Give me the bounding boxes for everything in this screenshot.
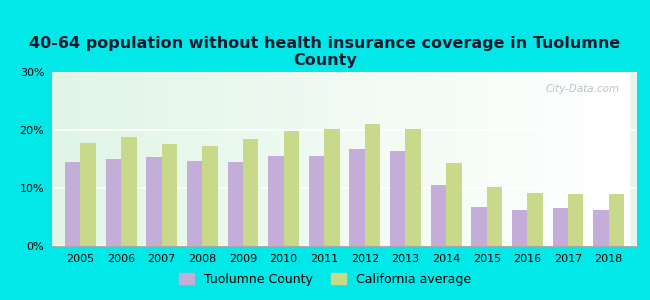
Bar: [283, 131, 299, 246]
Bar: [445, 72, 456, 246]
Bar: [410, 72, 421, 246]
Bar: [608, 194, 624, 246]
Bar: [548, 72, 560, 246]
Bar: [268, 156, 283, 246]
Bar: [110, 72, 121, 246]
Bar: [156, 72, 168, 246]
Bar: [560, 72, 571, 246]
Bar: [259, 72, 271, 246]
Bar: [75, 72, 86, 246]
Bar: [324, 129, 339, 246]
Bar: [568, 194, 584, 246]
Bar: [421, 72, 433, 246]
Bar: [133, 72, 144, 246]
Bar: [365, 124, 380, 246]
Bar: [225, 72, 237, 246]
Bar: [294, 72, 305, 246]
Bar: [527, 193, 543, 246]
Bar: [227, 162, 243, 246]
Bar: [433, 72, 445, 246]
Legend: Tuolumne County, California average: Tuolumne County, California average: [174, 268, 476, 291]
Bar: [594, 72, 606, 246]
Bar: [390, 152, 406, 246]
Bar: [514, 72, 525, 246]
Bar: [309, 155, 324, 246]
Bar: [329, 72, 341, 246]
Bar: [537, 72, 548, 246]
Bar: [105, 159, 121, 246]
Bar: [363, 72, 375, 246]
Bar: [618, 72, 629, 246]
Bar: [606, 72, 618, 246]
Bar: [491, 72, 502, 246]
Bar: [341, 72, 352, 246]
Bar: [121, 72, 133, 246]
Bar: [86, 72, 98, 246]
Bar: [146, 157, 162, 246]
Bar: [168, 72, 179, 246]
Bar: [81, 143, 96, 246]
Bar: [398, 72, 410, 246]
Bar: [271, 72, 283, 246]
Bar: [306, 72, 317, 246]
Bar: [187, 161, 202, 246]
Bar: [121, 137, 136, 246]
Bar: [431, 185, 446, 246]
Bar: [406, 129, 421, 246]
Bar: [144, 72, 156, 246]
Bar: [162, 144, 177, 246]
Bar: [317, 72, 329, 246]
Bar: [512, 210, 527, 246]
Bar: [202, 72, 213, 246]
Bar: [471, 207, 487, 246]
Text: 40-64 population without health insurance coverage in Tuolumne
County: 40-64 population without health insuranc…: [29, 36, 621, 68]
Bar: [446, 163, 462, 246]
Bar: [248, 72, 259, 246]
Bar: [64, 72, 75, 246]
Bar: [487, 187, 502, 246]
Bar: [202, 146, 218, 246]
Bar: [179, 72, 190, 246]
Bar: [65, 162, 81, 246]
Bar: [52, 72, 64, 246]
Bar: [593, 210, 608, 246]
Text: City-Data.com: City-Data.com: [545, 84, 619, 94]
Bar: [456, 72, 467, 246]
Bar: [502, 72, 514, 246]
Bar: [571, 72, 583, 246]
Bar: [552, 208, 568, 246]
Bar: [375, 72, 387, 246]
Bar: [98, 72, 110, 246]
Bar: [479, 72, 491, 246]
Bar: [237, 72, 248, 246]
Bar: [349, 148, 365, 246]
Bar: [352, 72, 363, 246]
Bar: [525, 72, 536, 246]
Bar: [467, 72, 479, 246]
Bar: [387, 72, 398, 246]
Bar: [283, 72, 294, 246]
Bar: [582, 72, 594, 246]
Bar: [243, 139, 259, 246]
Bar: [190, 72, 202, 246]
Bar: [213, 72, 225, 246]
